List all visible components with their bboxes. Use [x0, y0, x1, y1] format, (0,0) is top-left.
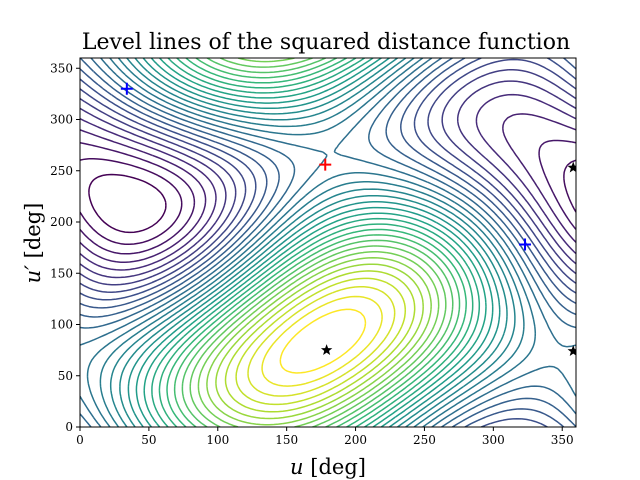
contour-level-line [80, 69, 576, 286]
contour-level-line [189, 58, 447, 427]
contour-level-line [80, 139, 576, 255]
contour-level-line [119, 58, 508, 427]
x-axis-label: u [deg] [290, 455, 366, 479]
y-tick-label: 0 [65, 420, 73, 434]
contour-level-line [197, 58, 440, 427]
contour-level-line [80, 113, 576, 263]
contour-level-line [80, 80, 576, 279]
contour-level-line [215, 263, 424, 420]
contour-level-line [206, 257, 432, 426]
x-tick-label: 150 [275, 433, 298, 447]
x-tick-label: 250 [413, 433, 436, 447]
y-tick-label: 350 [50, 61, 73, 75]
plus-marker [120, 82, 133, 95]
contour-level-line [279, 308, 367, 374]
contour-level-line [88, 173, 167, 234]
contour-level-line [80, 93, 576, 271]
contour-level-line [166, 58, 467, 427]
y-axis-label: u′ [deg] [21, 203, 45, 284]
x-tick-label: 200 [344, 433, 367, 447]
chart-title: Level lines of the squared distance func… [82, 30, 570, 55]
contour-level-line [109, 58, 516, 427]
y-tick-label: 300 [50, 113, 73, 127]
contour-level-line [181, 58, 454, 427]
contour-level-line [86, 58, 537, 427]
x-axis: 0 50 100 150 200 250 300 350 [76, 427, 574, 447]
star-marker [567, 161, 576, 173]
contour-level-line [80, 58, 576, 427]
contour-level-line [158, 58, 474, 427]
star-marker [567, 345, 576, 356]
y-tick-label: 50 [58, 369, 73, 383]
x-tick-label: 300 [482, 433, 505, 447]
star-marker [320, 344, 333, 355]
plot-frame [79, 57, 577, 428]
contour-lines [80, 58, 576, 427]
marker-layer [120, 82, 576, 356]
x-tick-label: 0 [76, 433, 84, 447]
contour-level-line [99, 58, 525, 427]
x-tick-label: 50 [141, 433, 156, 447]
plus-marker [319, 158, 332, 171]
contour-level-line [261, 295, 383, 387]
contour-level-line [173, 58, 461, 427]
contour-level-line [80, 58, 576, 293]
y-axis: 0 50 100 150 200 250 300 350 [50, 61, 80, 434]
contour-level-line [151, 58, 481, 427]
y-tick-label: 150 [50, 266, 73, 280]
contour-level-line [247, 285, 396, 397]
contour-level-line [143, 58, 487, 427]
contour-level-line [80, 158, 576, 246]
contour-level-line [127, 58, 501, 427]
contour-level-line [80, 58, 576, 427]
plus-marker [519, 238, 532, 251]
contour-level-line [80, 58, 576, 427]
x-tick-label: 100 [206, 433, 229, 447]
y-tick-label: 250 [50, 164, 73, 178]
contour-level-line [135, 58, 494, 427]
x-tick-label: 350 [551, 433, 574, 447]
y-tick-label: 200 [50, 215, 73, 229]
contour-level-line [235, 277, 407, 406]
y-tick-label: 100 [50, 318, 73, 332]
contour-level-line [224, 270, 416, 413]
